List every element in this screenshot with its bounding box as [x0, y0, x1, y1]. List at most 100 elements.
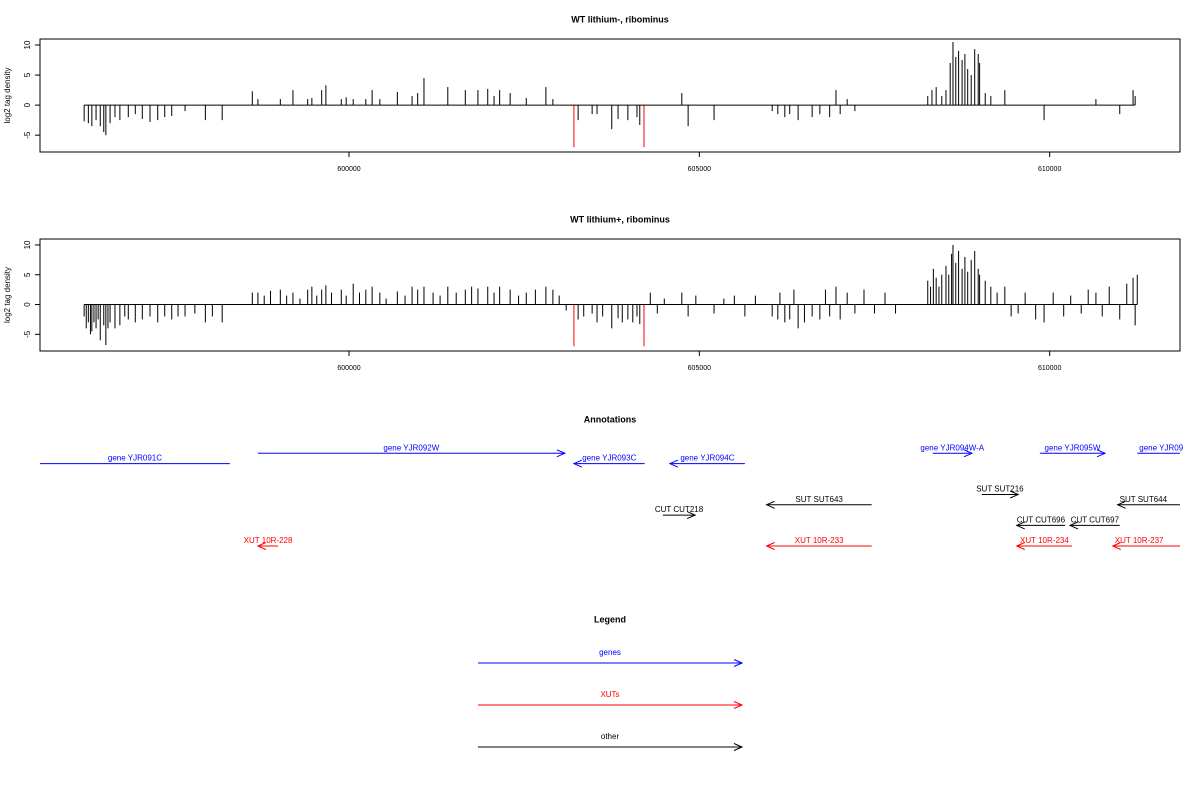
bar [573, 105, 575, 148]
bar [621, 304, 623, 323]
bar [784, 304, 786, 323]
bar [835, 90, 837, 106]
feature-label: CUT CUT218 [655, 505, 704, 514]
bar [1043, 304, 1045, 323]
bar [977, 54, 979, 106]
arrow-head [256, 542, 267, 550]
bar [955, 57, 957, 106]
bar [396, 291, 398, 305]
bar [627, 304, 629, 320]
bar [171, 304, 173, 320]
bar [124, 304, 126, 317]
x-tick-label: 605000 [688, 365, 711, 372]
bar [279, 99, 281, 106]
bar [325, 285, 327, 305]
feature-label: XUT 10R-234 [1020, 536, 1069, 545]
bar [114, 105, 116, 118]
bar [345, 97, 347, 106]
arrow-head [733, 743, 744, 751]
bar [1126, 283, 1128, 305]
bar [1070, 295, 1072, 305]
bar [87, 105, 89, 124]
bar [961, 60, 963, 106]
bar [330, 292, 332, 305]
arrow-head [1096, 449, 1107, 458]
bar [846, 99, 848, 106]
bar [754, 295, 756, 305]
bar [964, 54, 966, 106]
bar [932, 268, 934, 305]
bar [257, 99, 259, 106]
arrow-head [572, 459, 583, 468]
bar [643, 304, 645, 347]
bar [777, 304, 779, 320]
bar [935, 277, 937, 305]
bar [996, 292, 998, 305]
bar [1101, 304, 1103, 317]
legend-label: XUTs [600, 690, 619, 699]
bar [967, 69, 969, 106]
bar [487, 88, 489, 106]
bar [177, 304, 179, 317]
bar [695, 295, 697, 305]
bar [952, 42, 954, 106]
bar [417, 93, 419, 106]
bar [251, 91, 253, 106]
bar [423, 286, 425, 305]
bar [777, 105, 779, 115]
bar [499, 90, 501, 106]
bar [396, 91, 398, 106]
arrow-head [556, 449, 567, 458]
bar [404, 295, 406, 305]
bar [447, 87, 449, 106]
bar [713, 105, 715, 121]
arrow-head [765, 542, 775, 550]
bar [493, 96, 495, 106]
bar [627, 105, 629, 121]
bar [1010, 304, 1012, 317]
bar [411, 96, 413, 106]
bar [687, 304, 689, 317]
bar [447, 286, 449, 305]
bar [325, 85, 327, 106]
arrow-head [1068, 521, 1079, 530]
bar [134, 105, 136, 115]
bar [286, 295, 288, 305]
y-tick-label: 10 [23, 240, 32, 249]
bar [583, 304, 585, 317]
arrow-head [765, 500, 775, 509]
feature-label: XUT 10R-228 [244, 536, 293, 545]
bar [1080, 304, 1082, 314]
bar [771, 105, 773, 112]
bar [829, 105, 831, 118]
bar [345, 295, 347, 305]
y-axis-label: log2 tag density [3, 67, 12, 123]
bar [656, 304, 658, 314]
bar [611, 105, 613, 130]
bar [1004, 286, 1006, 305]
feature-label: SUT SUT643 [795, 495, 843, 504]
chart-title: WT lithium+, ribominus [570, 214, 670, 224]
bar [951, 253, 953, 305]
bar [157, 105, 159, 121]
bar [311, 286, 313, 305]
bar [340, 99, 342, 106]
bar [1043, 105, 1045, 121]
bar [930, 286, 932, 305]
bar [194, 304, 196, 314]
bar [221, 304, 223, 323]
bar [257, 292, 259, 305]
bar [321, 289, 323, 305]
bar [83, 105, 85, 122]
bar [819, 304, 821, 320]
bar [184, 105, 186, 112]
legend-label: other [601, 732, 620, 741]
bar [1035, 304, 1037, 320]
bar [149, 105, 151, 122]
feature-label: XUT 10R-237 [1115, 536, 1164, 545]
bar [114, 304, 116, 329]
bar [591, 304, 593, 314]
bar [771, 304, 773, 317]
bar [733, 295, 735, 305]
feature-label: gene YJR09 [1139, 443, 1183, 452]
